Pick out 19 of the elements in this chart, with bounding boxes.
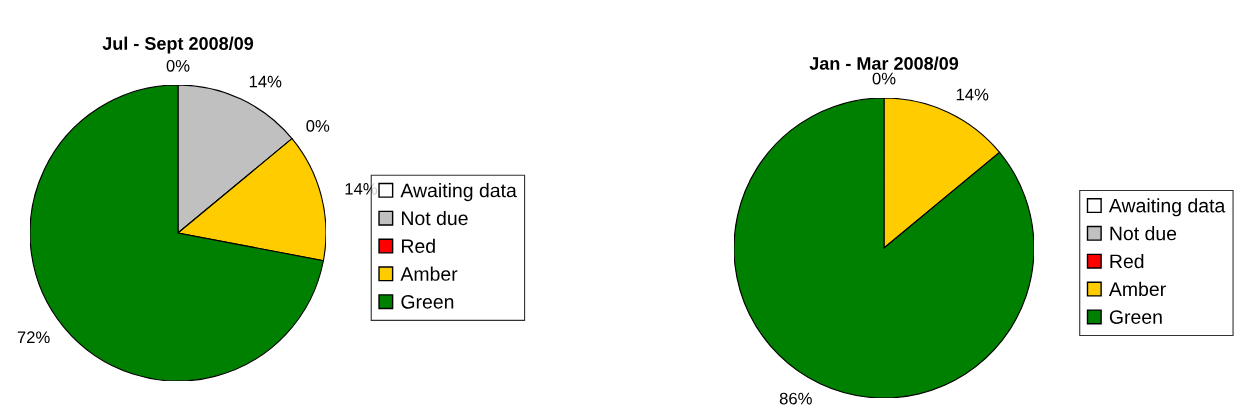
legend-label: Red	[1110, 253, 1144, 269]
legend-label: Amber	[400, 266, 458, 281]
text: 0%	[166, 59, 190, 72]
legend-label: Green	[1109, 310, 1162, 324]
legend-label: Awaiting data	[400, 183, 517, 202]
data-label: 14%	[249, 75, 282, 88]
chart-title: Jul - Sept 2008/09	[102, 36, 254, 54]
chart-title: Jan - Mar 2008/09	[809, 56, 959, 71]
data-label: 72%	[17, 331, 50, 344]
data-label: 86%	[779, 392, 812, 405]
legend-label: Green	[401, 294, 454, 309]
text: 0%	[872, 72, 896, 85]
legend-label: Not due	[402, 210, 468, 226]
text: 0%	[306, 120, 330, 132]
data-label: 14%	[956, 88, 989, 101]
legend-label: Amber	[1108, 281, 1166, 297]
legend-label: Red	[402, 238, 435, 254]
legend-label: Not due	[1110, 226, 1177, 241]
legend-label: Awaiting data	[1108, 198, 1226, 217]
